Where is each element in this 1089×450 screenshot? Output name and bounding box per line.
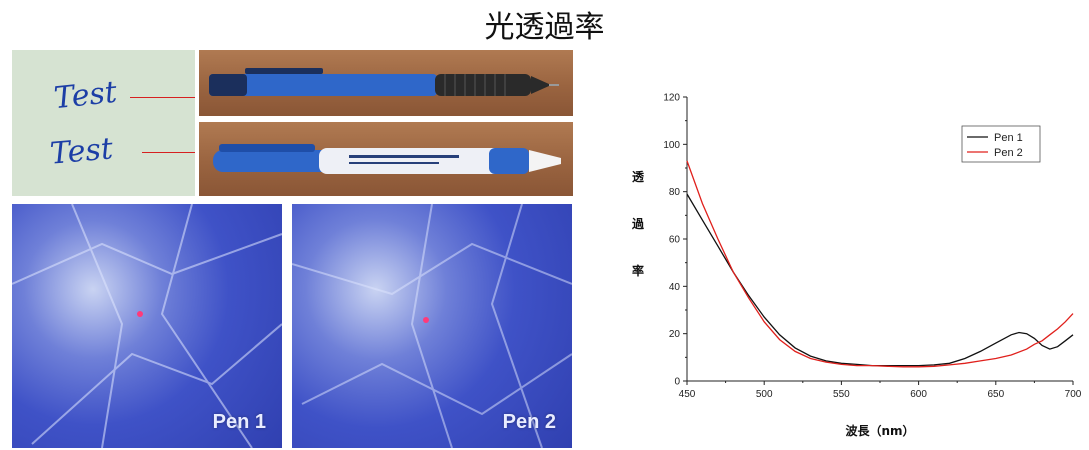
page-title: 光透過率 [484, 10, 605, 45]
y-tick-label-120: 120 [663, 93, 680, 104]
series-line-pen-2 [686, 160, 1074, 368]
x-axis-label: 波長（nm） [845, 424, 915, 438]
microscope-image-pen-1: Pen 1 [12, 204, 282, 448]
pen-2-photo [199, 122, 573, 196]
chart-axes: 0 20 40 60 80 100 120 450 500 550 600 650 700 [663, 93, 1081, 401]
arrow-to-pen-1 [130, 97, 195, 98]
y-tick-label-60: 60 [669, 235, 681, 246]
x-tick-label-600: 600 [910, 389, 927, 400]
y-axis-label-char-2: 過 [632, 217, 645, 231]
legend-label-pen-2: Pen 2 [994, 147, 1023, 159]
micro-label-pen-1: Pen 1 [212, 411, 266, 433]
microscope-texture-2 [292, 204, 572, 448]
y-tick-label-20: 20 [669, 329, 681, 340]
legend-label-pen-1: Pen 1 [994, 132, 1023, 144]
y-axis-label-char-1: 透 [632, 170, 645, 184]
y-tick-label-40: 40 [669, 282, 681, 293]
pen-2-illustration [213, 144, 561, 174]
microscope-image-pen-2: Pen 2 [292, 204, 572, 448]
y-tick-label-100: 100 [663, 140, 680, 151]
x-tick-label-500: 500 [756, 389, 773, 400]
handwriting-note-photo: Test Test [12, 50, 195, 196]
y-tick-label-80: 80 [669, 187, 681, 198]
pen-1-photo [199, 50, 573, 116]
chart-legend: Pen 1 Pen 2 [961, 125, 1041, 163]
legend-box [961, 125, 1041, 163]
series-line-pen-1 [686, 193, 1074, 367]
pen-1-illustration [209, 68, 559, 96]
x-tick-label-700: 700 [1065, 389, 1082, 400]
arrow-to-pen-2 [142, 152, 195, 153]
microscope-texture-1 [12, 204, 282, 448]
handwriting-word-1: Test [52, 74, 119, 117]
x-tick-label-650: 650 [987, 389, 1004, 400]
x-tick-label-550: 550 [833, 389, 850, 400]
chart-series [686, 160, 1074, 368]
micro-label-pen-2: Pen 2 [502, 411, 556, 433]
x-tick-label-450: 450 [679, 389, 696, 400]
y-axis-label-char-3: 率 [632, 264, 645, 278]
y-tick-label-0: 0 [674, 377, 680, 388]
handwriting-word-2: Test [48, 131, 115, 172]
